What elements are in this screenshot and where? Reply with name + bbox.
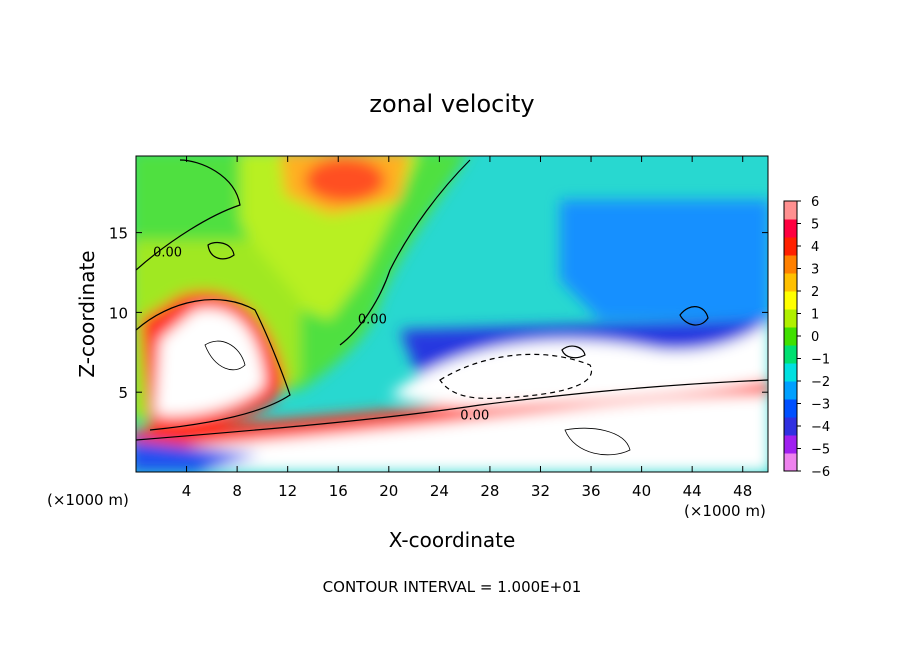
y-tick-label: 15: [109, 225, 128, 243]
contour-small-loop-3: [561, 345, 586, 359]
colorbar-band: [784, 345, 797, 364]
colorbar-band: [784, 399, 797, 418]
y-tick-label: 5: [118, 384, 128, 402]
y-axis: 5 10 15: [109, 225, 768, 402]
contour-label: 0.00: [358, 313, 387, 328]
velocity-field: [136, 156, 768, 472]
colorbar-band: [784, 435, 797, 454]
colorbar-tick-label: 2: [811, 285, 819, 300]
x-tick-label: 8: [232, 482, 242, 500]
contour-small-loop-2: [679, 306, 709, 326]
x-tick-label: 20: [379, 482, 398, 500]
colorbar-bands: [784, 201, 797, 472]
colorbar-band: [784, 327, 797, 346]
contour-zero-lower: [136, 379, 768, 441]
field-white-left: [155, 308, 265, 417]
colorbar-band: [784, 309, 797, 328]
colorbar-ticks: 6 5 4 3 2 1 0 −1 −2 −3 −4 −5 −6: [797, 195, 830, 480]
x-tick-label: 40: [632, 482, 651, 500]
x-unit-right: (×1000 m): [684, 502, 766, 520]
x-axis: 4 8 12 16 20 24 28 32 36 40 44 48: [182, 156, 752, 500]
contour-small-loop-1: [207, 241, 235, 260]
field-red-top: [305, 158, 385, 202]
contour-bottom-right: [564, 427, 631, 456]
x-tick-label: 12: [278, 482, 297, 500]
y-tick-label: 10: [109, 304, 128, 322]
colorbar-tick-label: 3: [811, 263, 819, 278]
field-white-lower-band: [136, 395, 768, 472]
contour-zero-upper: [136, 159, 241, 271]
colorbar-band: [784, 273, 797, 292]
colorbar-band: [784, 237, 797, 256]
chart-title: zonal velocity: [369, 90, 534, 118]
colorbar-band: [784, 417, 797, 436]
colorbar-band: [784, 363, 797, 382]
x-tick-label: 36: [581, 482, 600, 500]
colorbar-band: [784, 291, 797, 310]
colorbar-tick-label: 1: [811, 308, 819, 323]
contour-label: 0.00: [460, 408, 489, 423]
colorbar: 6 5 4 3 2 1 0 −1 −2 −3 −4 −5 −6: [783, 195, 830, 480]
contour-white-left-inner: [204, 340, 246, 371]
colorbar-tick-label: −4: [811, 420, 830, 435]
contour-zero-left-loop: [136, 299, 291, 431]
colorbar-tick-label: −2: [811, 375, 830, 390]
colorbar-tick-label: 0: [811, 330, 819, 345]
contour-lines: [136, 159, 768, 456]
colorbar-tick-label: 5: [811, 218, 819, 233]
contour-label: 0.00: [153, 246, 182, 261]
contour-labels: 0.00 0.00 0.00: [153, 246, 489, 424]
contour-zero-diagonal: [339, 159, 471, 346]
x-tick-label: 32: [531, 482, 550, 500]
colorbar-band: [784, 381, 797, 400]
colorbar-tick-label: −1: [811, 353, 830, 368]
x-tick-label: 4: [182, 482, 192, 500]
x-tick-label: 44: [683, 482, 702, 500]
x-tick-label: 16: [329, 482, 348, 500]
field-blue-bottom-left: [136, 440, 260, 472]
colorbar-band: [784, 201, 797, 220]
field-blue-upper-right: [560, 200, 768, 320]
colorbar-band: [784, 453, 797, 472]
x-tick-label: 48: [733, 482, 752, 500]
colorbar-tick-label: −3: [811, 398, 830, 413]
contour-white-center: [439, 353, 593, 400]
x-tick-label: 24: [430, 482, 449, 500]
colorbar-tick-label: 6: [811, 195, 819, 210]
plot-area: 0.00 0.00 0.00: [136, 156, 768, 472]
x-tick-label: 28: [480, 482, 499, 500]
colorbar-tick-label: −5: [811, 443, 830, 458]
y-axis-label: Z-coordinate: [75, 250, 99, 377]
colorbar-tick-label: −6: [811, 465, 830, 480]
x-unit-left: (×1000 m): [47, 491, 129, 509]
x-axis-label: X-coordinate: [389, 528, 516, 552]
colorbar-tick-label: 4: [811, 240, 819, 255]
colorbar-band: [784, 255, 797, 274]
contour-interval-footer: CONTOUR INTERVAL = 1.000E+01: [323, 578, 582, 596]
colorbar-band: [784, 219, 797, 238]
plot-frame: [135, 155, 769, 473]
